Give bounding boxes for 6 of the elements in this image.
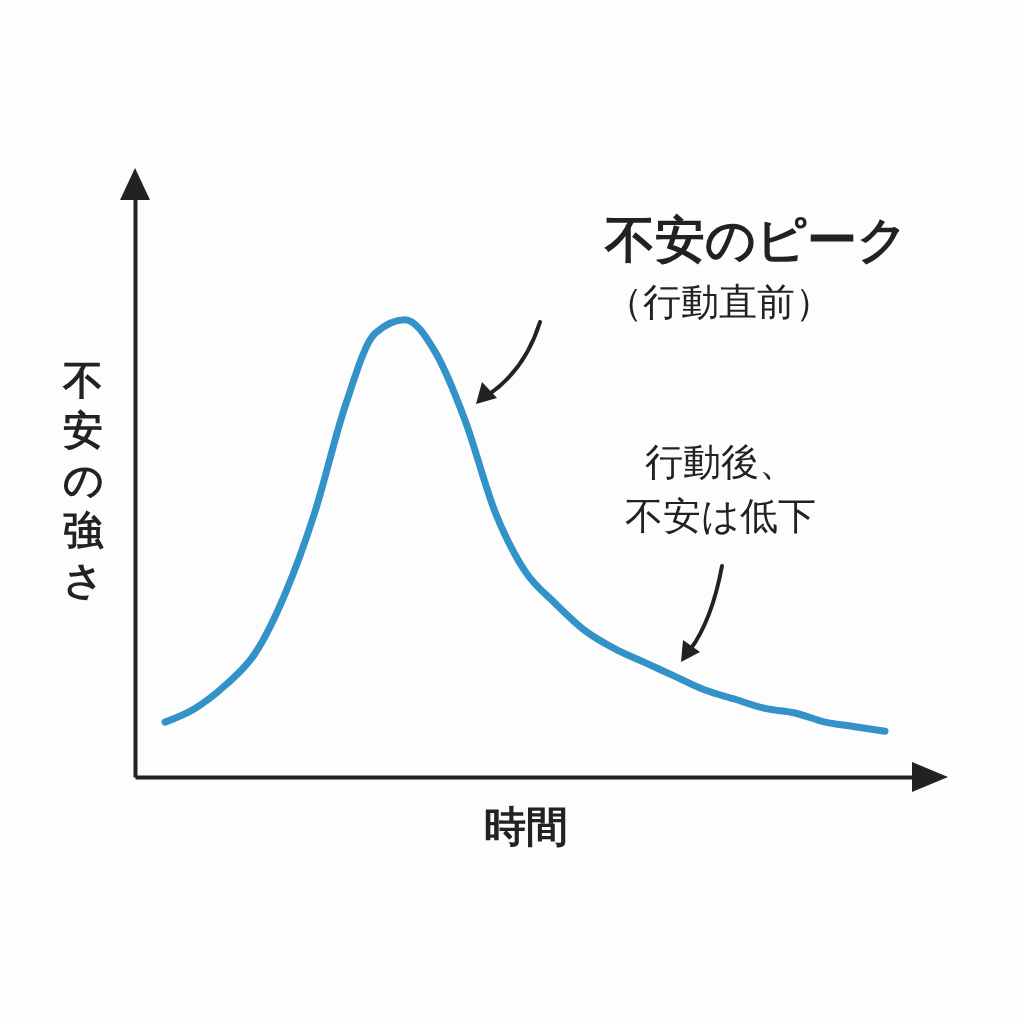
annotation: （行動直前）: [605, 280, 833, 324]
y-axis-title: 不安の強さ: [62, 357, 104, 603]
x-axis-title: 時間: [483, 801, 568, 851]
annotation: 不安は低下: [625, 494, 816, 538]
text: 不安のピーク: [604, 211, 908, 269]
annotation: 行動後、: [645, 440, 797, 484]
